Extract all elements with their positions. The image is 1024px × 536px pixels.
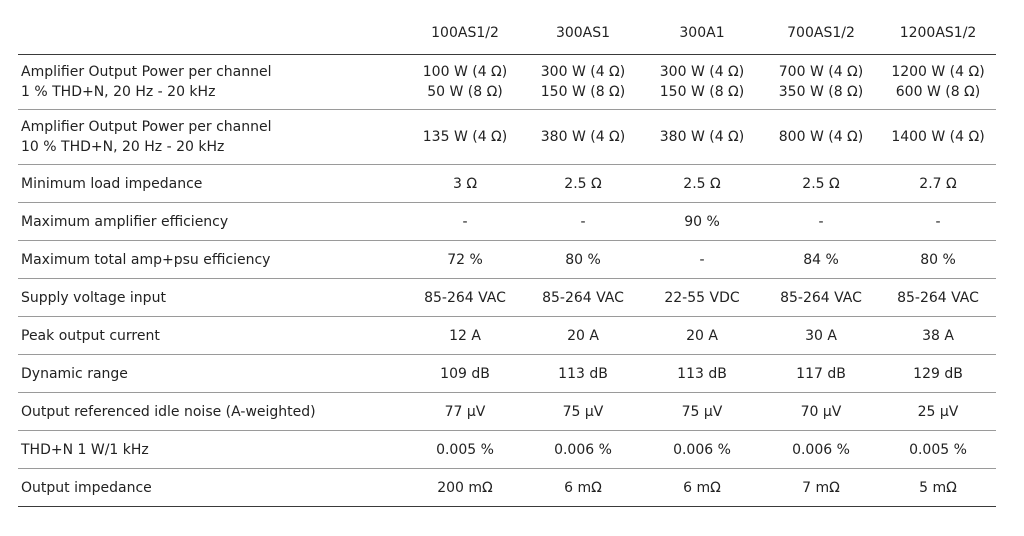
table-cell: 85-264 VAC bbox=[542, 289, 624, 306]
table-cell: 6 mΩ bbox=[564, 479, 602, 496]
table-cell: 700 W (4 Ω) 350 W (8 Ω) bbox=[762, 55, 880, 110]
row-label-line: 1 % THD+N, 20 Hz - 20 kHz bbox=[21, 84, 216, 100]
spec-table: 100AS1/2 300AS1 300A1 700AS1/2 1200AS1/2… bbox=[18, 12, 996, 507]
row-label: Output impedance bbox=[21, 479, 152, 496]
row-label: Dynamic range bbox=[21, 365, 128, 382]
row-label-line: Amplifier Output Power per channel bbox=[21, 119, 272, 135]
table-row: Minimum load impedance 3 Ω 2.5 Ω 2.5 Ω 2… bbox=[18, 165, 996, 203]
table-cell: 7 mΩ bbox=[802, 479, 840, 496]
cell-line: 100 W (4 Ω) bbox=[422, 64, 508, 80]
column-header: 700AS1/2 bbox=[787, 25, 855, 41]
row-label: Amplifier Output Power per channel 1 % T… bbox=[18, 55, 406, 110]
row-label: Supply voltage input bbox=[21, 289, 166, 306]
table-cell: 3 Ω bbox=[452, 175, 478, 192]
table-cell: 113 dB bbox=[677, 365, 727, 382]
column-header: 300A1 bbox=[679, 25, 725, 41]
cell-line: 150 W (8 Ω) bbox=[659, 84, 745, 100]
cell-line: 700 W (4 Ω) bbox=[778, 64, 864, 80]
table-cell: 800 W (4 Ω) bbox=[778, 129, 864, 145]
table-cell: 72 % bbox=[447, 251, 483, 268]
cell-line: 50 W (8 Ω) bbox=[427, 84, 503, 100]
table-row: Maximum total amp+psu efficiency 72 % 80… bbox=[18, 241, 996, 279]
cell-line: 300 W (4 Ω) bbox=[540, 64, 626, 80]
header-label-spacer bbox=[18, 12, 406, 55]
table-cell: 1400 W (4 Ω) bbox=[891, 129, 985, 145]
table-cell: 109 dB bbox=[440, 365, 490, 382]
cell-line: 1200 W (4 Ω) bbox=[891, 64, 985, 80]
table-cell: 300 W (4 Ω) 150 W (8 Ω) bbox=[642, 55, 762, 110]
table-cell: 129 dB bbox=[913, 365, 963, 382]
table-cell: 100 W (4 Ω) 50 W (8 Ω) bbox=[406, 55, 524, 110]
table-cell: 12 A bbox=[449, 327, 481, 344]
table-cell: 200 mΩ bbox=[437, 479, 493, 496]
table-cell: 25 µV bbox=[917, 403, 959, 420]
table-cell: 70 µV bbox=[800, 403, 842, 420]
table-cell: 2.5 Ω bbox=[683, 175, 721, 192]
table-row: Peak output current 12 A 20 A 20 A 30 A … bbox=[18, 317, 996, 355]
table-cell: 135 W (4 Ω) bbox=[422, 129, 508, 145]
table-cell: 85-264 VAC bbox=[897, 289, 979, 306]
header-row: 100AS1/2 300AS1 300A1 700AS1/2 1200AS1/2 bbox=[18, 12, 996, 55]
table-cell: 85-264 VAC bbox=[424, 289, 506, 306]
table-cell: 2.5 Ω bbox=[564, 175, 602, 192]
table-cell: 0.005 % bbox=[436, 441, 494, 458]
row-label: Output referenced idle noise (A-weighted… bbox=[21, 403, 316, 420]
cell-line: 600 W (8 Ω) bbox=[895, 84, 981, 100]
table-cell: - bbox=[699, 251, 705, 268]
column-header: 100AS1/2 bbox=[431, 25, 499, 41]
table-cell: 75 µV bbox=[562, 403, 604, 420]
row-label: Maximum amplifier efficiency bbox=[21, 213, 229, 230]
table-cell: 80 % bbox=[565, 251, 601, 268]
row-label-line: Amplifier Output Power per channel bbox=[21, 64, 272, 80]
table-cell: 0.005 % bbox=[909, 441, 967, 458]
table-cell: 300 W (4 Ω) 150 W (8 Ω) bbox=[524, 55, 642, 110]
table-row: Amplifier Output Power per channel 10 % … bbox=[18, 110, 996, 165]
table-cell: 0.006 % bbox=[792, 441, 850, 458]
table-cell: 75 µV bbox=[681, 403, 723, 420]
table-cell: 20 A bbox=[567, 327, 599, 344]
table-cell: 6 mΩ bbox=[683, 479, 721, 496]
table-cell: 380 W (4 Ω) bbox=[540, 129, 626, 145]
table-cell: 1200 W (4 Ω) 600 W (8 Ω) bbox=[880, 55, 996, 110]
table-row: Output impedance 200 mΩ 6 mΩ 6 mΩ 7 mΩ 5… bbox=[18, 469, 996, 507]
table-cell: 0.006 % bbox=[554, 441, 612, 458]
table-row: Supply voltage input 85-264 VAC 85-264 V… bbox=[18, 279, 996, 317]
table-cell: 38 A bbox=[922, 327, 954, 344]
row-label: THD+N 1 W/1 kHz bbox=[21, 441, 149, 458]
table-cell: 0.006 % bbox=[673, 441, 731, 458]
table-cell: 84 % bbox=[803, 251, 839, 268]
table-row: THD+N 1 W/1 kHz 0.005 % 0.006 % 0.006 % … bbox=[18, 431, 996, 469]
cell-line: 350 W (8 Ω) bbox=[778, 84, 864, 100]
table-cell: 117 dB bbox=[796, 365, 846, 382]
table-cell: 22-55 VDC bbox=[664, 289, 740, 306]
table-cell: 20 A bbox=[686, 327, 718, 344]
table-row: Amplifier Output Power per channel 1 % T… bbox=[18, 55, 996, 110]
table-cell: 380 W (4 Ω) bbox=[659, 129, 745, 145]
table-cell: 30 A bbox=[805, 327, 837, 344]
table-row: Dynamic range 109 dB 113 dB 113 dB 117 d… bbox=[18, 355, 996, 393]
table-row: Output referenced idle noise (A-weighted… bbox=[18, 393, 996, 431]
table-cell: 77 µV bbox=[444, 403, 486, 420]
row-label-line: 10 % THD+N, 20 Hz - 20 kHz bbox=[21, 139, 225, 155]
table-cell: - bbox=[462, 213, 468, 230]
table-cell: 5 mΩ bbox=[919, 479, 957, 496]
table-cell: 2.7 Ω bbox=[919, 175, 957, 192]
table-cell: 90 % bbox=[684, 213, 720, 230]
column-header: 300AS1 bbox=[555, 25, 611, 41]
row-label: Peak output current bbox=[21, 327, 160, 344]
row-label: Amplifier Output Power per channel 10 % … bbox=[18, 110, 406, 165]
cell-line: 150 W (8 Ω) bbox=[540, 84, 626, 100]
table-row: Maximum amplifier efficiency - - 90 % - … bbox=[18, 203, 996, 241]
table-cell: - bbox=[818, 213, 824, 230]
row-label: Minimum load impedance bbox=[21, 175, 203, 192]
column-header: 1200AS1/2 bbox=[899, 25, 977, 41]
table-cell: 2.5 Ω bbox=[802, 175, 840, 192]
table-cell: 80 % bbox=[920, 251, 956, 268]
table-cell: 113 dB bbox=[558, 365, 608, 382]
table-cell: - bbox=[935, 213, 941, 230]
cell-line: 300 W (4 Ω) bbox=[659, 64, 745, 80]
row-label: Maximum total amp+psu efficiency bbox=[21, 251, 271, 268]
table-cell: 85-264 VAC bbox=[780, 289, 862, 306]
table-cell: - bbox=[580, 213, 586, 230]
